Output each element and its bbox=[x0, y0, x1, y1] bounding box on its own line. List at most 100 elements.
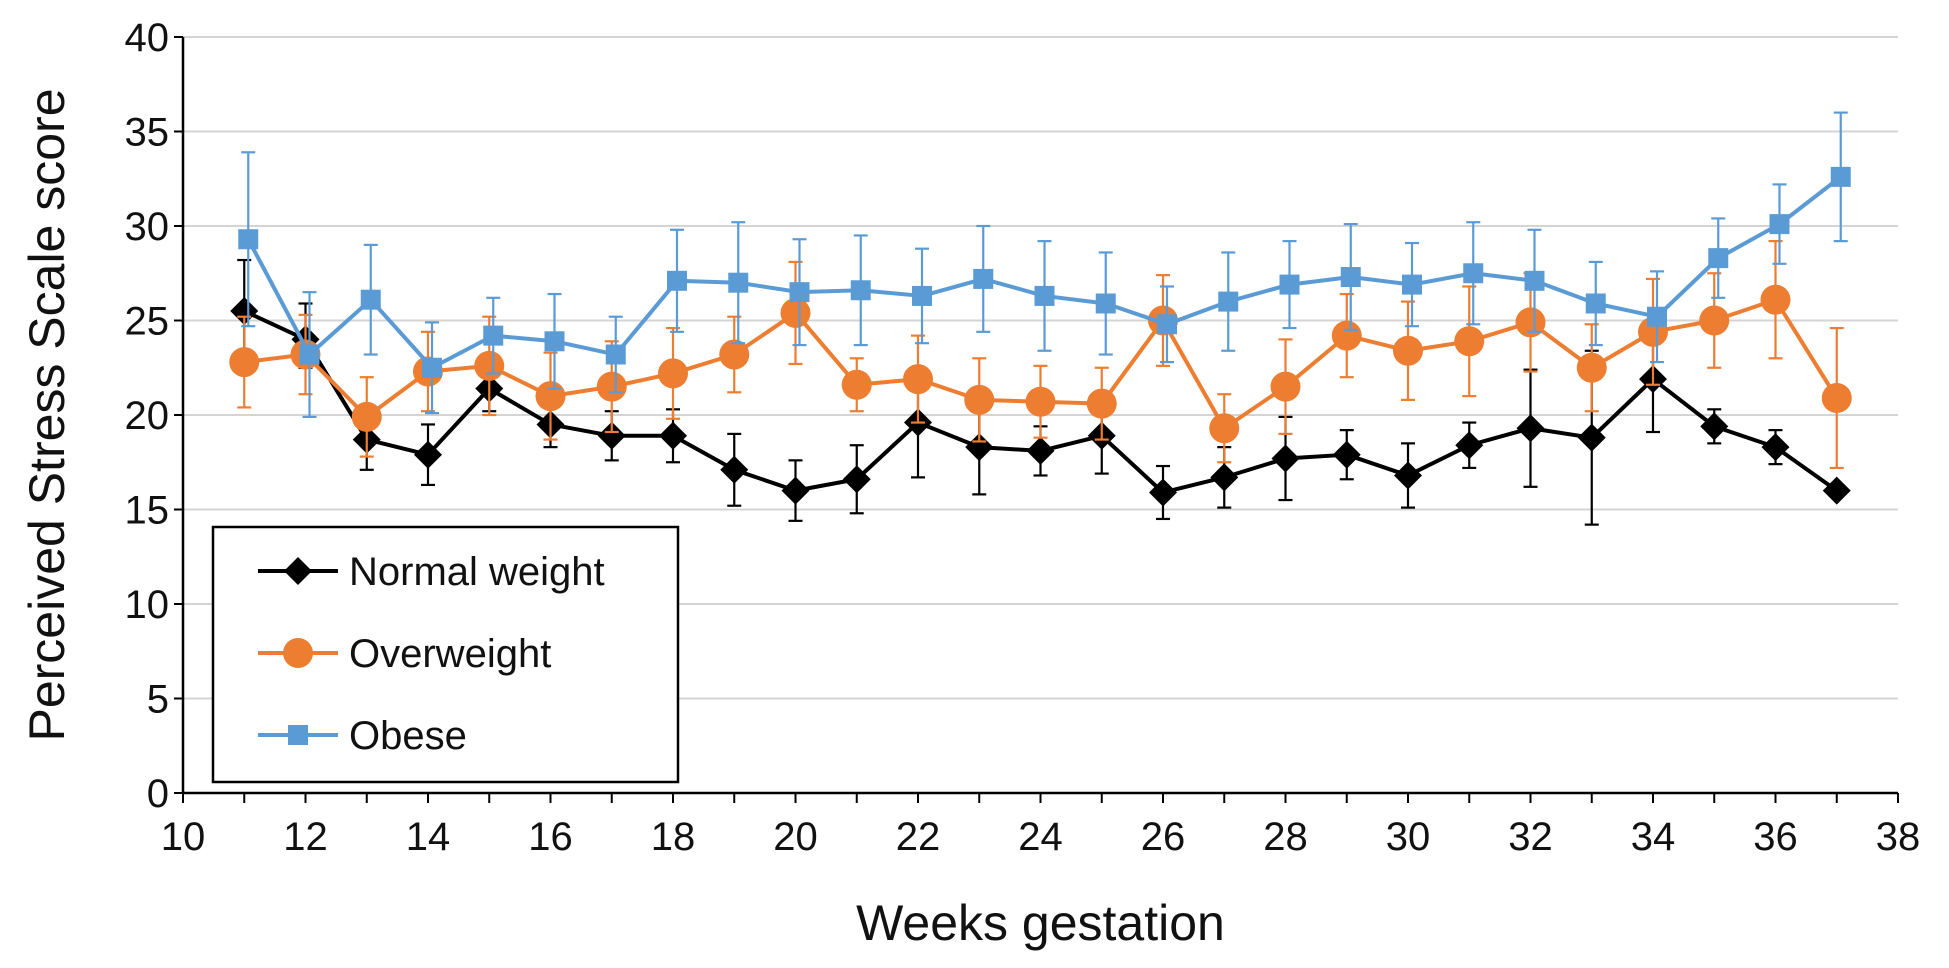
data-point bbox=[1025, 386, 1056, 417]
data-point bbox=[1830, 166, 1851, 187]
error-bars-overweight bbox=[237, 240, 1844, 470]
data-point bbox=[1760, 284, 1791, 315]
y-tick-label: 35 bbox=[125, 111, 170, 155]
y-tick-label: 20 bbox=[125, 394, 170, 438]
data-point bbox=[238, 229, 259, 250]
x-axis-title: Weeks gestation bbox=[856, 895, 1225, 951]
x-tick-label: 24 bbox=[1018, 815, 1063, 859]
data-point bbox=[1331, 320, 1362, 351]
data-point bbox=[1026, 436, 1055, 465]
data-point bbox=[597, 421, 626, 450]
series-group bbox=[229, 111, 1852, 526]
data-point bbox=[780, 297, 811, 328]
x-tick-label: 36 bbox=[1753, 815, 1798, 859]
data-point bbox=[781, 476, 810, 505]
data-point bbox=[658, 358, 688, 389]
data-point bbox=[1515, 307, 1546, 338]
y-tick-label: 0 bbox=[147, 772, 169, 816]
x-tick-labels: 10 12 14 16 18 20 22 24 26 28 30 32 34 36 38 bbox=[161, 793, 1921, 859]
data-point bbox=[1218, 291, 1239, 312]
legend-items: Normal weight Overweight Obese bbox=[258, 550, 605, 758]
data-point bbox=[1516, 414, 1545, 443]
x-tick-label: 16 bbox=[528, 815, 573, 859]
data-point bbox=[1034, 285, 1055, 306]
data-point bbox=[1585, 293, 1606, 314]
data-point bbox=[1149, 478, 1177, 507]
x-tick-label: 32 bbox=[1508, 815, 1553, 859]
data-point bbox=[351, 401, 382, 432]
data-point bbox=[1821, 382, 1852, 413]
data-point bbox=[1157, 314, 1177, 335]
data-point bbox=[719, 339, 750, 370]
legend-marker bbox=[284, 557, 312, 585]
data-point bbox=[973, 268, 994, 289]
data-point bbox=[1394, 461, 1422, 490]
data-point bbox=[1270, 371, 1301, 402]
x-tick-label: 26 bbox=[1141, 815, 1186, 859]
data-point bbox=[1454, 326, 1485, 357]
data-point bbox=[1577, 423, 1606, 452]
legend: Normal weight Overweight Obese bbox=[211, 525, 680, 784]
data-point bbox=[414, 440, 442, 469]
data-point bbox=[483, 325, 504, 346]
legend-label: Overweight bbox=[349, 632, 551, 676]
legend-marker bbox=[288, 725, 308, 745]
data-point bbox=[230, 297, 259, 326]
data-point bbox=[1402, 274, 1422, 295]
data-point bbox=[1699, 305, 1730, 336]
data-point bbox=[422, 357, 442, 378]
x-tick-label: 22 bbox=[896, 815, 941, 859]
data-point bbox=[728, 272, 749, 293]
data-point bbox=[1761, 433, 1790, 462]
x-tick-label: 12 bbox=[283, 815, 328, 859]
data-point bbox=[1455, 431, 1484, 460]
y-tick-label: 15 bbox=[125, 489, 170, 533]
data-point bbox=[596, 371, 627, 402]
legend-label: Obese bbox=[349, 714, 467, 758]
data-point bbox=[1647, 306, 1667, 327]
data-point bbox=[474, 350, 505, 381]
data-point bbox=[535, 381, 566, 412]
data-point bbox=[841, 369, 872, 400]
x-tick-label: 14 bbox=[406, 815, 451, 859]
data-point bbox=[720, 455, 749, 484]
data-point bbox=[659, 421, 687, 450]
x-tick-label: 30 bbox=[1386, 815, 1431, 859]
legend-label: Normal weight bbox=[349, 550, 605, 594]
data-point bbox=[1393, 335, 1423, 366]
markers-obese bbox=[238, 166, 1851, 378]
data-point bbox=[903, 364, 933, 395]
data-point bbox=[1524, 270, 1545, 291]
y-tick-label: 25 bbox=[125, 300, 170, 344]
data-point bbox=[1209, 413, 1240, 444]
data-point bbox=[965, 433, 994, 462]
legend-item-overweight: Overweight bbox=[258, 632, 551, 676]
x-tick-label: 18 bbox=[651, 815, 696, 859]
legend-item-obese: Obese bbox=[258, 714, 467, 758]
data-point bbox=[605, 344, 626, 365]
data-point bbox=[1708, 248, 1729, 269]
data-point bbox=[964, 384, 995, 415]
series-obese bbox=[238, 111, 1851, 418]
legend-item-normal-weight: Normal weight bbox=[258, 550, 605, 594]
data-point bbox=[1210, 463, 1239, 492]
x-tick-label: 20 bbox=[773, 815, 818, 859]
data-point bbox=[1463, 263, 1484, 284]
data-point bbox=[789, 282, 810, 303]
x-tick-label: 38 bbox=[1876, 815, 1921, 859]
data-point bbox=[667, 270, 687, 291]
data-point bbox=[1279, 274, 1300, 295]
data-point bbox=[1822, 476, 1851, 505]
data-point bbox=[1769, 214, 1790, 235]
data-point bbox=[544, 331, 565, 352]
y-tick-labels: 0 5 10 15 20 25 30 35 40 bbox=[125, 16, 170, 816]
data-point bbox=[229, 347, 260, 378]
legend-marker bbox=[283, 638, 313, 668]
data-point bbox=[912, 285, 932, 306]
y-axis-title: Perceived Stress Scale score bbox=[19, 88, 75, 741]
data-point bbox=[1340, 267, 1361, 288]
data-point bbox=[1332, 440, 1361, 469]
data-point bbox=[299, 344, 320, 365]
